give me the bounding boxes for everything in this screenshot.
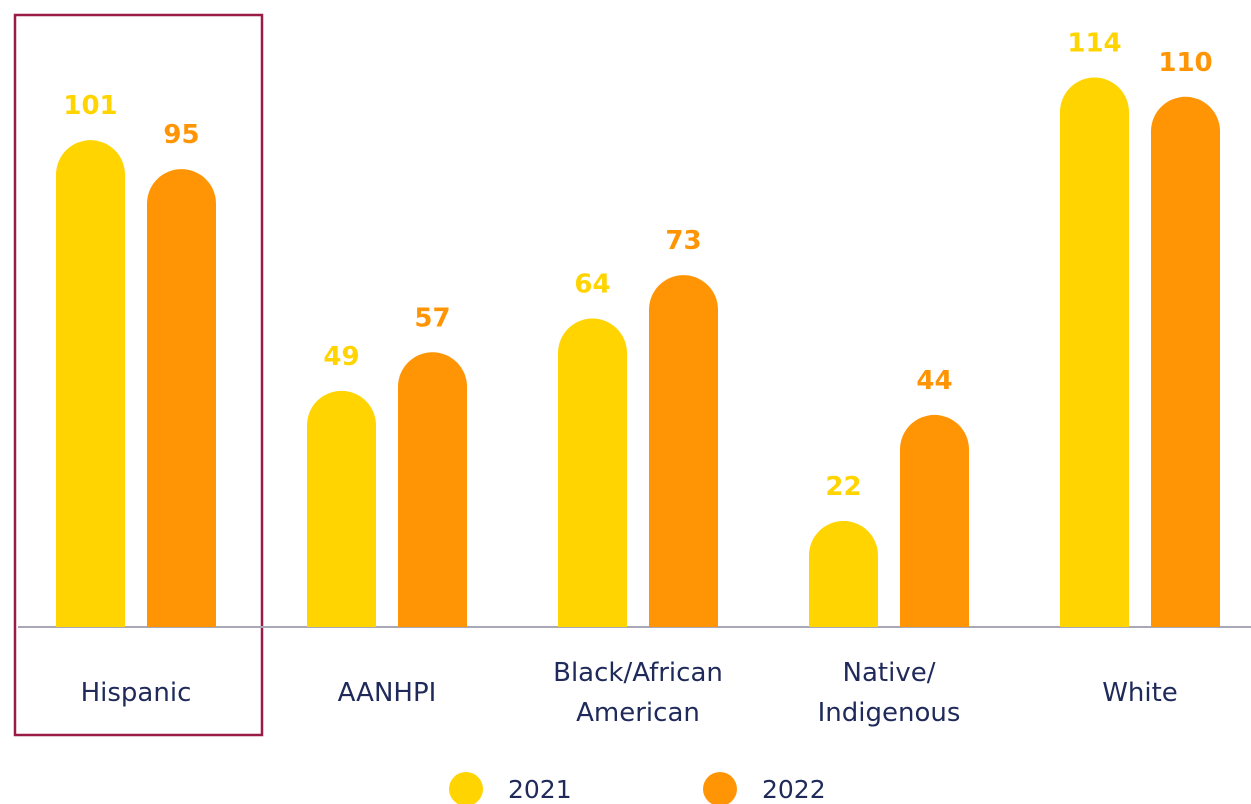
bar — [809, 520, 878, 627]
bar — [900, 414, 969, 627]
legend-label: 2022 — [762, 775, 826, 804]
highlight-box — [13, 13, 264, 737]
value-label: 57 — [414, 303, 450, 333]
value-label: 49 — [323, 342, 359, 372]
x-tick-label: Native/ Indigenous — [817, 658, 961, 728]
bar — [1060, 77, 1129, 627]
value-label: 95 — [163, 120, 199, 150]
bar — [398, 352, 467, 627]
value-label: 22 — [825, 472, 861, 502]
bar — [307, 390, 376, 627]
x-tick-label: Black/African American — [553, 658, 723, 728]
value-label: 110 — [1158, 48, 1212, 78]
legend-swatch — [449, 772, 483, 804]
value-label: 73 — [665, 226, 701, 256]
value-label: 64 — [574, 270, 610, 300]
value-label: 44 — [916, 366, 952, 396]
bar — [558, 318, 627, 627]
bar — [649, 275, 718, 627]
x-tick-label: Hispanic — [80, 678, 192, 708]
legend-swatch — [703, 772, 737, 804]
legend-label: 2021 — [508, 775, 572, 804]
bar — [147, 169, 216, 627]
bar — [1151, 96, 1220, 628]
x-tick-label: AANHPI — [337, 678, 437, 708]
bar — [56, 140, 125, 627]
x-tick-label: White — [1102, 678, 1178, 708]
value-label: 114 — [1067, 29, 1121, 59]
value-label: 101 — [63, 91, 117, 121]
